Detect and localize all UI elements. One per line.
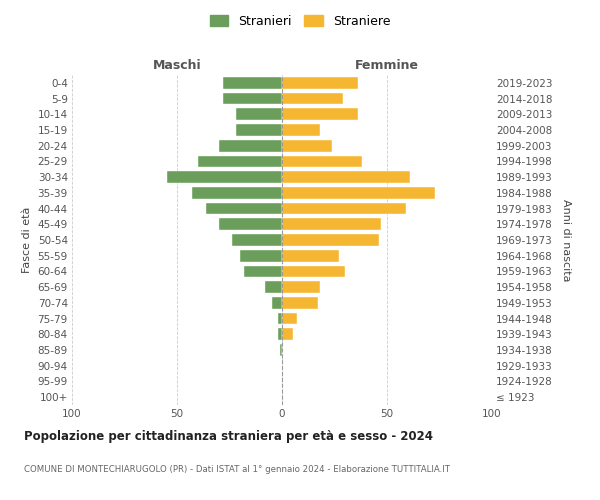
Text: Maschi: Maschi	[152, 59, 202, 72]
Bar	[219, 218, 282, 230]
Bar	[282, 140, 332, 151]
Text: Popolazione per cittadinanza straniera per età e sesso - 2024: Popolazione per cittadinanza straniera p…	[24, 430, 433, 443]
Bar	[240, 250, 282, 262]
Text: COMUNE DI MONTECHIARUGOLO (PR) - Dati ISTAT al 1° gennaio 2024 - Elaborazione TU: COMUNE DI MONTECHIARUGOLO (PR) - Dati IS…	[24, 465, 450, 474]
Bar	[282, 108, 358, 120]
Bar	[282, 234, 379, 246]
Bar	[223, 92, 282, 104]
Bar	[282, 156, 362, 168]
Bar	[282, 171, 410, 183]
Bar	[282, 218, 381, 230]
Bar	[244, 266, 282, 278]
Bar	[219, 140, 282, 151]
Y-axis label: Fasce di età: Fasce di età	[22, 207, 32, 273]
Bar	[282, 312, 296, 324]
Bar	[236, 108, 282, 120]
Bar	[282, 250, 338, 262]
Bar	[206, 202, 282, 214]
Bar	[192, 187, 282, 198]
Bar	[280, 344, 282, 356]
Bar	[278, 312, 282, 324]
Legend: Stranieri, Straniere: Stranieri, Straniere	[206, 11, 394, 32]
Y-axis label: Anni di nascita: Anni di nascita	[561, 198, 571, 281]
Bar	[282, 281, 320, 293]
Bar	[236, 124, 282, 136]
Bar	[282, 266, 345, 278]
Bar	[282, 297, 318, 308]
Bar	[282, 124, 320, 136]
Text: Femmine: Femmine	[355, 59, 419, 72]
Bar	[282, 328, 293, 340]
Bar	[167, 171, 282, 183]
Bar	[265, 281, 282, 293]
Bar	[271, 297, 282, 308]
Bar	[282, 92, 343, 104]
Bar	[198, 156, 282, 168]
Bar	[282, 187, 435, 198]
Bar	[278, 328, 282, 340]
Bar	[282, 202, 406, 214]
Bar	[232, 234, 282, 246]
Bar	[282, 77, 358, 89]
Bar	[223, 77, 282, 89]
